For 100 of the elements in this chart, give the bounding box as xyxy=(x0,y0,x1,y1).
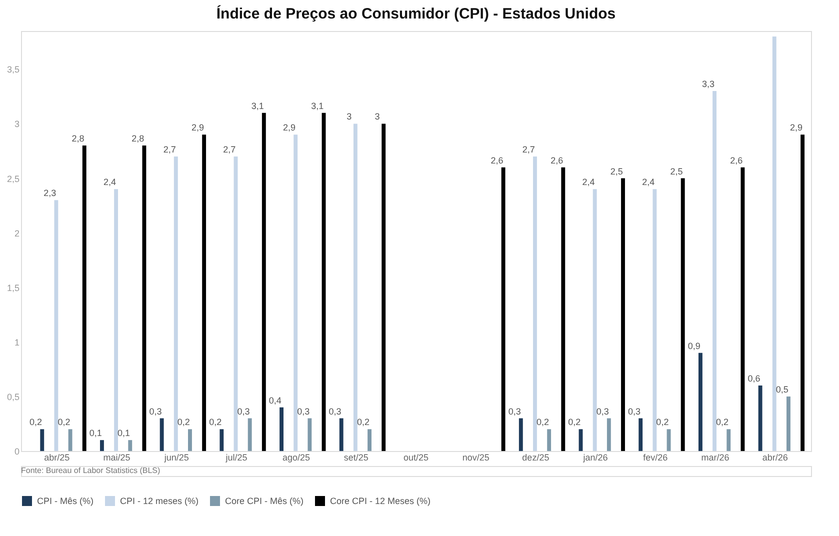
x-tick-label: dez/25 xyxy=(522,452,550,462)
bar xyxy=(82,146,86,451)
bar xyxy=(160,418,164,451)
x-tick-label: jan/26 xyxy=(582,452,608,462)
bar xyxy=(382,124,386,451)
bar xyxy=(128,440,132,451)
data-label: 2,6 xyxy=(490,155,504,166)
data-label: 3,1 xyxy=(251,100,264,111)
data-label: 0,2 xyxy=(209,417,222,428)
x-tick-label: jun/25 xyxy=(163,452,189,462)
x-tick-label: abr/26 xyxy=(762,452,788,462)
data-label: 0,3 xyxy=(237,406,250,416)
bar xyxy=(772,36,776,451)
bar xyxy=(800,134,805,451)
data-label: 2,5 xyxy=(670,166,683,176)
bar xyxy=(518,418,523,451)
y-tick-label: 1 xyxy=(14,337,20,348)
bar xyxy=(561,167,566,451)
data-label: 2,7 xyxy=(163,144,176,154)
bar xyxy=(786,396,790,451)
data-label: 2,8 xyxy=(72,134,84,144)
data-label: 0,2 xyxy=(536,417,549,428)
data-label: 2,5 xyxy=(610,166,623,176)
data-label: 0,3 xyxy=(297,406,310,416)
data-label: 3 xyxy=(374,112,380,122)
bar xyxy=(578,429,583,451)
data-label: 0,2 xyxy=(568,417,581,428)
bar xyxy=(114,189,118,451)
bar xyxy=(680,178,685,451)
bar xyxy=(666,429,671,451)
legend-label: CPI - 12 meses (%) xyxy=(120,496,199,506)
data-label: 0,9 xyxy=(688,340,700,351)
bar xyxy=(202,134,206,451)
data-label: 2,4 xyxy=(642,177,655,188)
data-label: 0,3 xyxy=(508,406,521,416)
data-label: 3 xyxy=(346,112,352,122)
data-label: 2,9 xyxy=(283,122,296,133)
y-tick-label: 3 xyxy=(14,119,20,130)
bar xyxy=(712,91,717,451)
data-label: 0,3 xyxy=(628,406,641,416)
data-label: 0,3 xyxy=(149,406,162,416)
bar xyxy=(758,386,762,451)
y-tick-label: 3,5 xyxy=(6,64,20,75)
data-label: 0,2 xyxy=(656,417,669,428)
x-tick-label: set/25 xyxy=(344,452,368,462)
bar xyxy=(533,156,537,451)
x-tick-label: fev/26 xyxy=(643,452,668,462)
x-tick-label: mar/26 xyxy=(701,452,730,462)
data-label: 0,1 xyxy=(118,428,130,438)
bar xyxy=(339,418,344,451)
bar xyxy=(638,418,643,451)
y-tick-label: 2,5 xyxy=(6,174,20,184)
bar xyxy=(606,418,611,451)
data-label: 0,3 xyxy=(596,406,609,416)
bar xyxy=(652,189,657,451)
y-tick-label: 2 xyxy=(14,228,20,238)
bar xyxy=(592,189,597,451)
y-tick-label: 0,5 xyxy=(6,392,20,402)
data-label: 2,6 xyxy=(550,155,564,166)
data-label: 0,6 xyxy=(748,374,760,384)
data-label: 0,2 xyxy=(30,417,42,428)
x-tick-label: ago/25 xyxy=(282,452,310,462)
data-label: 2,4 xyxy=(582,177,595,188)
bar xyxy=(698,352,702,451)
bar xyxy=(40,429,44,451)
data-label: 2,9 xyxy=(790,122,802,133)
legend-label: Core CPI - Mês (%) xyxy=(225,496,304,506)
x-tick-label: mai/25 xyxy=(103,452,130,462)
bar xyxy=(174,156,178,451)
legend-label: CPI - Mês (%) xyxy=(37,496,94,506)
x-tick-label: jul/25 xyxy=(224,452,248,462)
y-tick-label: 1,5 xyxy=(6,282,20,293)
data-label: 2,6 xyxy=(730,155,743,166)
bar xyxy=(740,167,745,451)
data-label: 0,5 xyxy=(776,384,788,394)
data-label: 2,3 xyxy=(44,188,56,198)
bar xyxy=(294,134,298,451)
data-label: 0,2 xyxy=(58,417,70,428)
data-label: 2,7 xyxy=(223,144,236,154)
chart-title: Índice de Preços ao Consumidor (CPI) - Estados Unidos xyxy=(216,4,616,22)
bar xyxy=(726,429,731,451)
legend-label: Core CPI - 12 Meses (%) xyxy=(330,496,431,506)
data-label: 2,4 xyxy=(103,177,116,188)
data-label: 0,2 xyxy=(177,417,190,428)
data-label: 0,4 xyxy=(268,395,282,406)
bar xyxy=(501,167,506,451)
x-tick-label: nov/25 xyxy=(462,452,490,462)
bar xyxy=(308,418,312,451)
data-label: 2,9 xyxy=(191,122,204,133)
data-label: 2,7 xyxy=(522,144,535,154)
data-label: 3,3 xyxy=(702,79,714,89)
bar xyxy=(54,200,58,451)
bar xyxy=(368,429,372,451)
data-label: 0,2 xyxy=(716,417,729,428)
bar xyxy=(188,429,192,451)
data-label: 3,1 xyxy=(311,100,324,111)
bar xyxy=(547,429,552,451)
bar xyxy=(68,429,72,451)
x-tick-label: abr/25 xyxy=(44,452,70,462)
data-label: 0,1 xyxy=(89,428,102,438)
